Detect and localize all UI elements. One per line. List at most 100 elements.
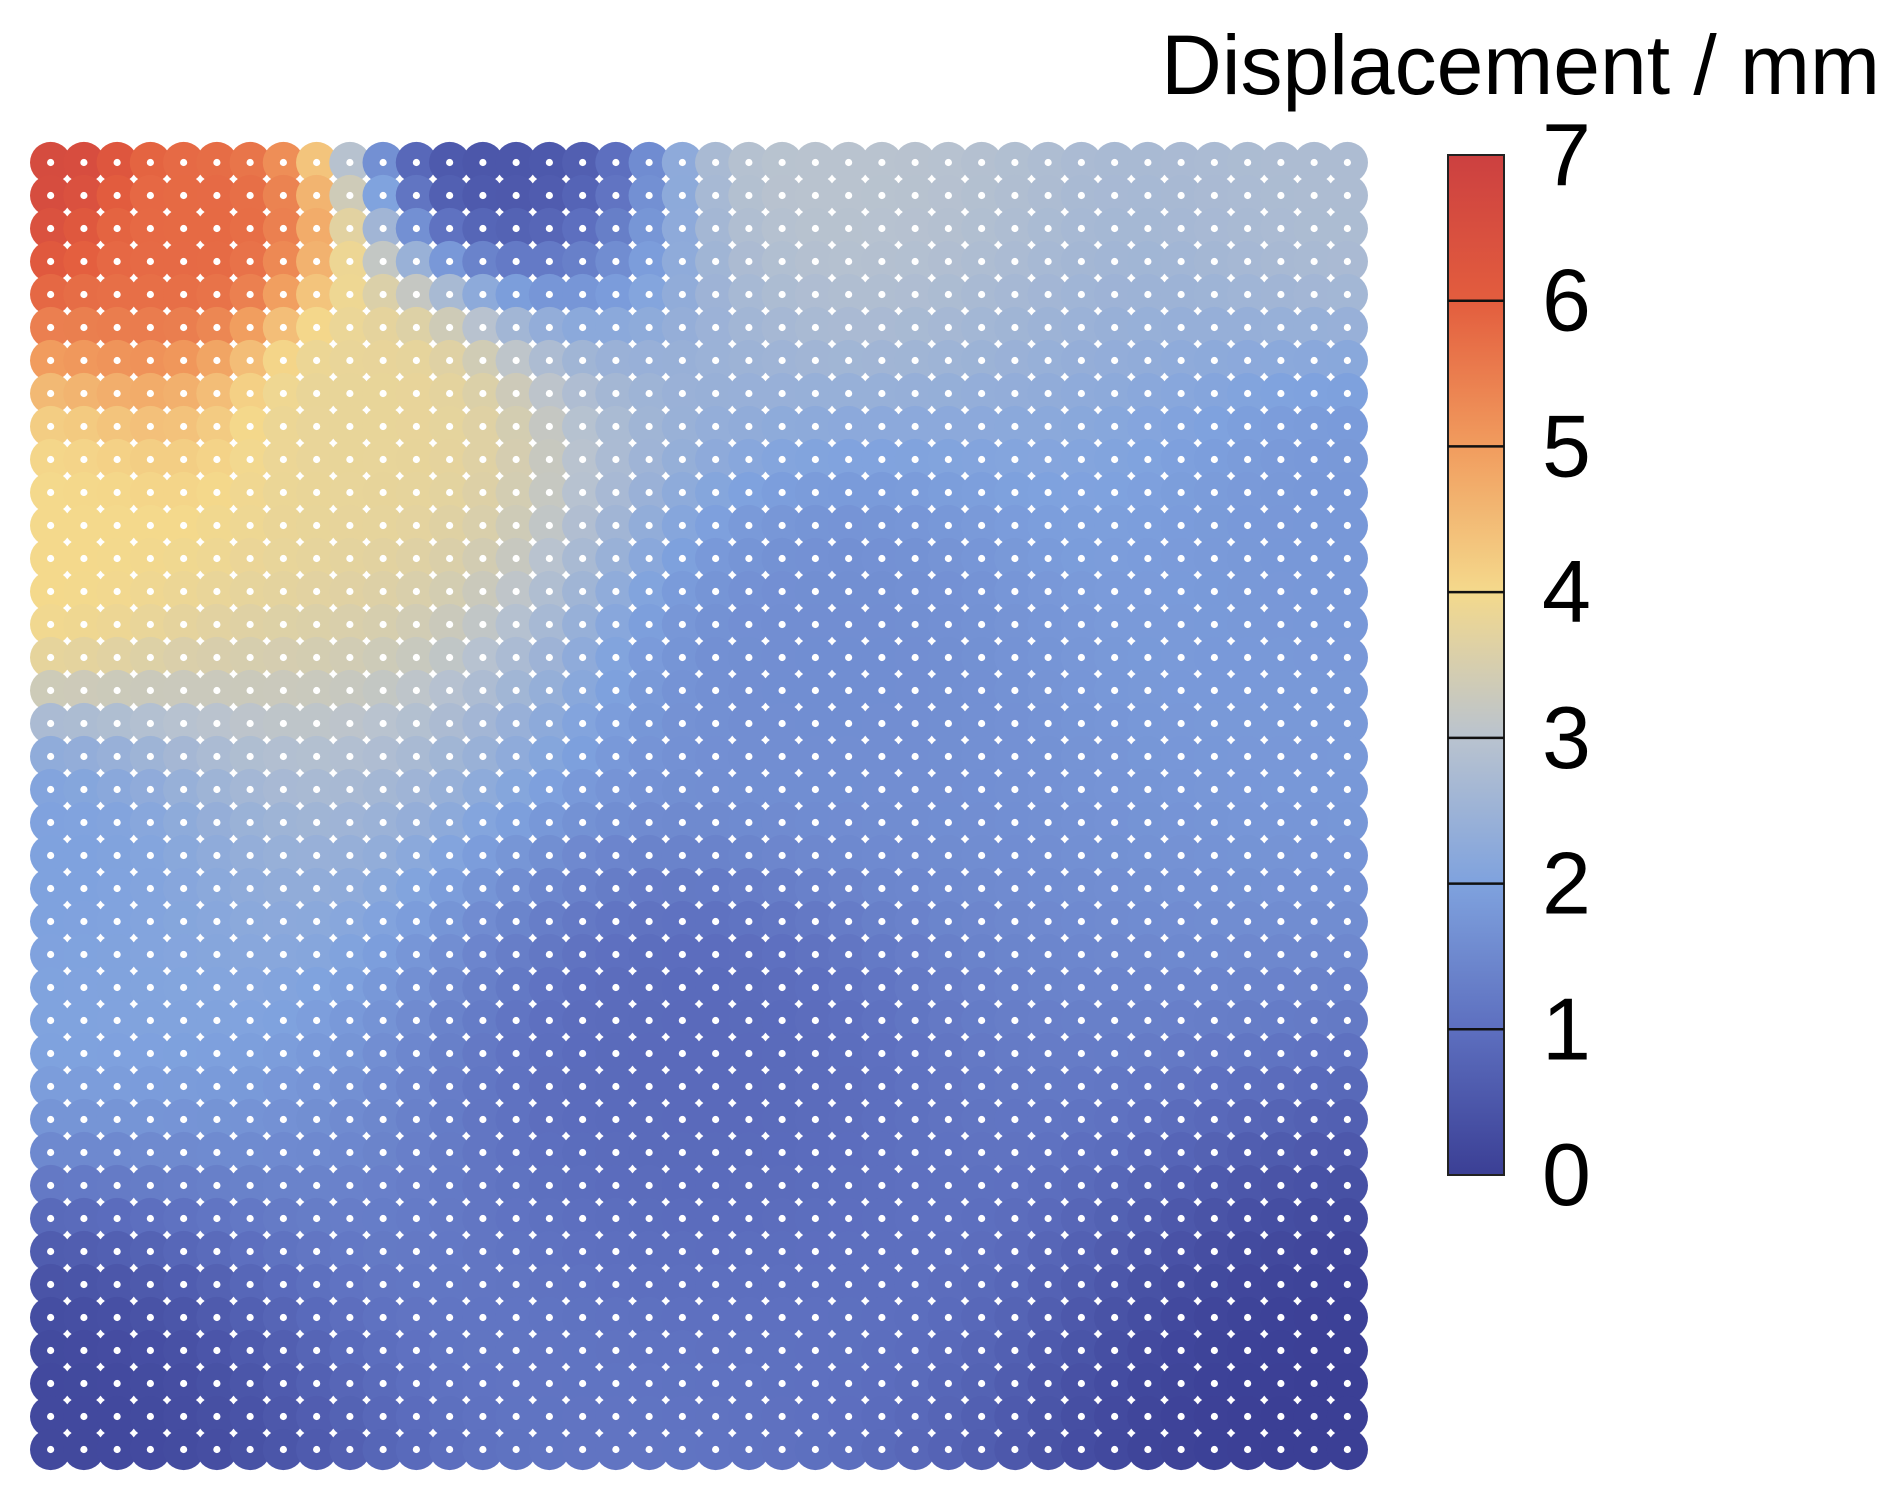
- grid-node-dot: [612, 521, 620, 530]
- grid-node-dot: [1077, 158, 1085, 167]
- grid-node-dot: [180, 686, 188, 695]
- grid-node-dot: [246, 1247, 254, 1256]
- grid-node-dot: [1144, 950, 1152, 959]
- grid-node-dot: [512, 752, 520, 761]
- grid-node-dot: [645, 1445, 653, 1454]
- grid-node-dot: [412, 1379, 420, 1388]
- grid-node-dot: [113, 1049, 121, 1058]
- grid-node-dot: [1044, 884, 1052, 893]
- grid-node-dot: [745, 620, 753, 629]
- grid-node-dot: [978, 323, 986, 332]
- grid-node-dot: [1077, 1148, 1085, 1157]
- grid-node-dot: [146, 1148, 154, 1157]
- grid-node-dot: [645, 389, 653, 398]
- grid-node-dot: [1244, 1280, 1252, 1289]
- grid-node-dot: [146, 1313, 154, 1322]
- grid-node-dot: [645, 1082, 653, 1091]
- grid-node-dot: [113, 818, 121, 827]
- grid-node-dot: [1011, 1115, 1019, 1124]
- grid-node-dot: [845, 356, 853, 365]
- grid-node-dot: [1144, 488, 1152, 497]
- grid-node-dot: [911, 1412, 919, 1421]
- grid-node-dot: [645, 851, 653, 860]
- grid-node-dot: [944, 158, 952, 167]
- grid-node-dot: [1210, 224, 1218, 233]
- grid-node-dot: [412, 1148, 420, 1157]
- grid-node-dot: [246, 1379, 254, 1388]
- grid-node-dot: [579, 1214, 587, 1223]
- grid-node-dot: [678, 785, 686, 794]
- grid-node-dot: [845, 1379, 853, 1388]
- grid-node-dot: [1077, 1049, 1085, 1058]
- grid-node-dot: [645, 1148, 653, 1157]
- grid-node-dot: [678, 1247, 686, 1256]
- grid-node-dot: [379, 1445, 387, 1454]
- grid-node-dot: [180, 455, 188, 464]
- grid-node-dot: [579, 950, 587, 959]
- grid-node-dot: [146, 653, 154, 662]
- grid-node-dot: [745, 1049, 753, 1058]
- colorbar-title: Displacement / mm: [1161, 18, 1880, 112]
- grid-node-dot: [346, 1148, 354, 1157]
- grid-node-dot: [80, 1280, 88, 1289]
- grid-node-dot: [47, 983, 55, 992]
- grid-node-dot: [512, 1214, 520, 1223]
- grid-node-dot: [1244, 1313, 1252, 1322]
- grid-node-dot: [213, 191, 221, 200]
- grid-node-dot: [1343, 1280, 1351, 1289]
- grid-node-dot: [180, 620, 188, 629]
- grid-node-dot: [1111, 818, 1119, 827]
- grid-node-dot: [612, 686, 620, 695]
- grid-node-dot: [678, 1181, 686, 1190]
- grid-node-dot: [579, 1247, 587, 1256]
- grid-node-dot: [944, 1445, 952, 1454]
- grid-node-dot: [612, 191, 620, 200]
- grid-node-dot: [1244, 422, 1252, 431]
- grid-node-dot: [545, 917, 553, 926]
- grid-node-dot: [612, 1445, 620, 1454]
- grid-node-dot: [1244, 554, 1252, 563]
- grid-node-dot: [1144, 653, 1152, 662]
- grid-node-dot: [1343, 653, 1351, 662]
- grid-node-dot: [1011, 1346, 1019, 1355]
- grid-node-dot: [911, 257, 919, 266]
- grid-node-dot: [446, 950, 454, 959]
- grid-node-dot: [878, 290, 886, 299]
- grid-node-dot: [978, 1049, 986, 1058]
- grid-node-dot: [346, 422, 354, 431]
- grid-node-dot: [80, 356, 88, 365]
- grid-node-dot: [1177, 983, 1185, 992]
- grid-node-dot: [1343, 1082, 1351, 1091]
- grid-node-dot: [944, 818, 952, 827]
- grid-node-dot: [1044, 1280, 1052, 1289]
- grid-node-dot: [313, 1247, 321, 1256]
- grid-node-dot: [180, 884, 188, 893]
- grid-node-dot: [180, 1379, 188, 1388]
- grid-node-dot: [279, 191, 287, 200]
- grid-node-dot: [811, 653, 819, 662]
- grid-node-dot: [944, 323, 952, 332]
- grid-node-dot: [412, 1214, 420, 1223]
- grid-node-dot: [1210, 1148, 1218, 1157]
- grid-node-dot: [911, 1082, 919, 1091]
- grid-node-dot: [712, 1148, 720, 1157]
- grid-node-dot: [579, 356, 587, 365]
- grid-node-dot: [845, 1214, 853, 1223]
- grid-node-dot: [1111, 653, 1119, 662]
- grid-node-dot: [379, 1280, 387, 1289]
- grid-node-dot: [279, 884, 287, 893]
- grid-node-dot: [745, 818, 753, 827]
- grid-node-dot: [180, 587, 188, 596]
- grid-node-dot: [412, 950, 420, 959]
- grid-node-dot: [113, 521, 121, 530]
- grid-node-dot: [1244, 191, 1252, 200]
- grid-node-dot: [146, 1247, 154, 1256]
- grid-node-dot: [346, 1313, 354, 1322]
- grid-node-dot: [512, 983, 520, 992]
- grid-node-dot: [446, 1346, 454, 1355]
- grid-node-dot: [479, 983, 487, 992]
- grid-node-dot: [678, 653, 686, 662]
- grid-node-dot: [1077, 587, 1085, 596]
- grid-node-dot: [479, 1082, 487, 1091]
- grid-node-dot: [1277, 1313, 1285, 1322]
